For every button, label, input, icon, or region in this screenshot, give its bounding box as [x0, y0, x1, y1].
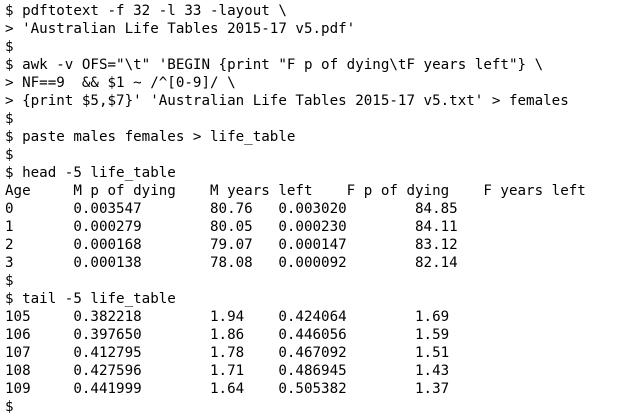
command-line: $ pdftotext -f 32 -l 33 -layout \: [5, 3, 287, 19]
command-continuation-line: > {print $5,$7}' 'Australian Life Tables…: [5, 93, 569, 109]
prompt-line[interactable]: $: [5, 399, 14, 415]
output-line: 106 0.397650 1.86 0.446056 1.59: [5, 327, 450, 343]
command-continuation-line: > NF==9 && $1 ~ /^[0-9]/ \: [5, 75, 236, 91]
command-line: $ head -5 life_table: [5, 165, 176, 181]
command-line: $ paste males females > life_table: [5, 129, 296, 145]
prompt-line: $: [5, 273, 14, 289]
output-header-line: Age M p of dying M years left F p of dyi…: [5, 183, 586, 199]
output-line: 3 0.000138 78.08 0.000092 82.14: [5, 255, 458, 271]
prompt-line: $: [5, 39, 14, 55]
command-line: $ awk -v OFS="\t" 'BEGIN {print "F p of …: [5, 57, 544, 73]
prompt-line: $: [5, 147, 14, 163]
output-line: 105 0.382218 1.94 0.424064 1.69: [5, 309, 450, 325]
command-line: $ tail -5 life_table: [5, 291, 176, 307]
output-line: 0 0.003547 80.76 0.003020 84.85: [5, 201, 458, 217]
output-line: 2 0.000168 79.07 0.000147 83.12: [5, 237, 458, 253]
output-line: 108 0.427596 1.71 0.486945 1.43: [5, 363, 450, 379]
output-line: 109 0.441999 1.64 0.505382 1.37: [5, 381, 450, 397]
prompt-line: $: [5, 111, 14, 127]
command-continuation-line: > 'Australian Life Tables 2015-17 v5.pdf…: [5, 21, 356, 37]
output-line: 107 0.412795 1.78 0.467092 1.51: [5, 345, 450, 361]
output-line: 1 0.000279 80.05 0.000230 84.11: [5, 219, 458, 235]
